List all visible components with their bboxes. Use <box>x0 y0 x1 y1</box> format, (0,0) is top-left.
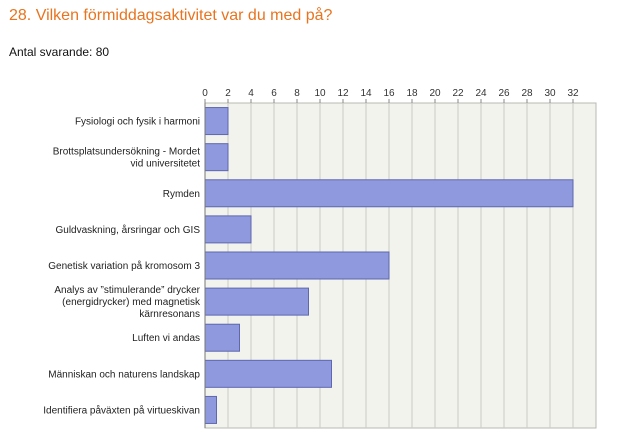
category-label: Brottsplatsundersökning - Mordet <box>53 147 201 158</box>
x-tick-label: 20 <box>429 88 441 99</box>
bar <box>204 215 252 244</box>
bar <box>204 359 332 388</box>
x-tick-label: 28 <box>521 88 533 99</box>
bar <box>204 179 574 208</box>
x-tick-label: 4 <box>248 88 254 99</box>
category-label: Luften vi andas <box>132 333 200 344</box>
x-tick-label: 0 <box>202 88 208 99</box>
category-labels: Fysiologi och fysik i harmoni Brottsplats… <box>43 117 201 417</box>
x-tick-label: 22 <box>452 88 464 99</box>
x-tick-label: 14 <box>360 88 372 99</box>
category-label: kärnresonans <box>139 309 200 320</box>
category-label: vid universitetet <box>131 159 201 170</box>
bars <box>204 107 574 424</box>
x-tick-label: 18 <box>406 88 418 99</box>
x-tick-label: 26 <box>498 88 510 99</box>
response-count: Antal svarande: 80 <box>9 45 110 59</box>
question-title: 28. Vilken förmiddagsaktivitet var du me… <box>9 7 333 24</box>
x-tick-label: 12 <box>337 88 349 99</box>
category-label: Genetisk variation på kromosom 3 <box>48 260 200 272</box>
x-tick-label: 32 <box>567 88 579 99</box>
x-tick-label: 6 <box>271 88 277 99</box>
x-tick-label: 16 <box>383 88 395 99</box>
bar <box>204 107 229 136</box>
x-tick-label: 24 <box>475 88 487 99</box>
category-label: Rymden <box>163 189 200 200</box>
x-tick-label: 8 <box>294 88 300 99</box>
bar <box>204 143 229 172</box>
bar <box>204 287 309 316</box>
x-tick-label: 30 <box>544 88 556 99</box>
category-label: (energidrycker) med magnetisk <box>62 297 201 308</box>
category-label: Fysiologi och fysik i harmoni <box>75 117 200 128</box>
bar <box>204 323 240 352</box>
bar <box>204 251 390 280</box>
category-label: Guldvaskning, årsringar och GIS <box>55 224 200 236</box>
category-label: Analys av ”stimulerande” drycker <box>54 285 200 296</box>
x-tick-label: 10 <box>314 88 326 99</box>
x-axis-ticks: 0 2 4 6 8 10 12 14 16 18 20 22 24 26 28 30 32 <box>202 88 579 103</box>
x-tick-label: 2 <box>225 88 231 99</box>
category-label: Människan och naturens landskap <box>48 369 200 380</box>
bar <box>204 395 217 424</box>
category-label: Identifiera påväxten på virtueskivan <box>43 404 200 416</box>
